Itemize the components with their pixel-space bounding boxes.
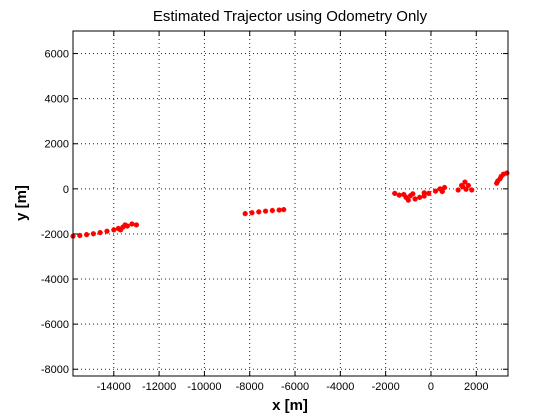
data-point	[124, 223, 130, 229]
data-point	[90, 231, 96, 237]
data-point	[97, 229, 103, 236]
data-point	[281, 206, 287, 213]
data-point	[462, 179, 468, 185]
data-point	[421, 193, 427, 199]
data-point	[426, 190, 432, 196]
y-tick-label: -8000	[41, 364, 69, 376]
data-point	[249, 210, 255, 216]
y-tick-label: 4000	[45, 94, 69, 106]
data-point	[407, 193, 414, 199]
y-tick-label: 6000	[45, 49, 69, 61]
axis-ticks: -14000 -12000 -10000 -8000 -6000 -4000 -2000 0 2…	[41, 31, 508, 393]
y-tick-label: -4000	[41, 274, 69, 286]
y-tick-label: 2000	[45, 139, 69, 151]
data-point	[410, 191, 416, 197]
data-point	[133, 222, 140, 228]
plot-area-background	[73, 31, 508, 376]
x-tick-label: -14000	[97, 381, 131, 393]
data-point	[269, 207, 275, 214]
plot-frame	[72, 30, 509, 377]
x-tick-label: -6000	[281, 381, 309, 393]
x-tick-label: -2000	[372, 381, 400, 393]
data-series	[70, 170, 510, 239]
data-point	[256, 209, 262, 215]
y-tick-label: 0	[63, 184, 69, 196]
data-point	[417, 194, 423, 201]
data-point	[495, 178, 501, 184]
series-5	[494, 170, 510, 186]
data-point	[405, 197, 411, 203]
x-tick-label: -8000	[236, 381, 264, 393]
y-tick-label: -2000	[41, 229, 69, 241]
data-point	[465, 182, 471, 189]
data-point	[111, 227, 117, 233]
data-point	[276, 207, 282, 213]
data-point	[242, 211, 248, 217]
x-tick-label: 0	[428, 381, 434, 393]
x-tick-label: 2000	[464, 381, 488, 393]
series-4	[455, 179, 475, 193]
data-point	[455, 187, 461, 193]
x-tick-label: -10000	[187, 381, 221, 393]
data-point	[401, 191, 407, 198]
data-point	[498, 173, 504, 180]
data-point	[504, 170, 510, 176]
data-point	[104, 228, 110, 234]
data-point	[396, 192, 402, 198]
data-point	[412, 196, 418, 202]
data-point	[129, 221, 135, 227]
series-3	[392, 184, 448, 203]
series-1	[70, 221, 140, 239]
series-2	[242, 206, 287, 217]
data-point	[83, 232, 90, 238]
data-point	[117, 227, 124, 233]
data-point	[437, 186, 443, 192]
data-point	[439, 188, 445, 195]
data-point	[432, 188, 439, 194]
data-point	[463, 186, 469, 192]
data-point	[403, 194, 409, 201]
data-point	[469, 187, 475, 193]
y-axis-label: y [m]	[13, 185, 30, 221]
chart-title: Estimated Trajector using Odometry Only	[153, 8, 428, 25]
data-point	[421, 190, 427, 196]
data-point	[460, 183, 466, 190]
x-tick-label: -12000	[142, 381, 176, 393]
data-point	[122, 222, 128, 228]
x-tick-label: -4000	[326, 381, 354, 393]
data-point	[120, 224, 126, 230]
data-point	[77, 232, 83, 239]
y-tick-label: -6000	[41, 319, 69, 331]
data-point	[500, 171, 507, 177]
data-point	[262, 208, 269, 214]
data-point	[392, 190, 398, 196]
x-axis-label: x [m]	[272, 397, 308, 414]
grid	[73, 31, 508, 376]
data-point	[441, 184, 448, 191]
